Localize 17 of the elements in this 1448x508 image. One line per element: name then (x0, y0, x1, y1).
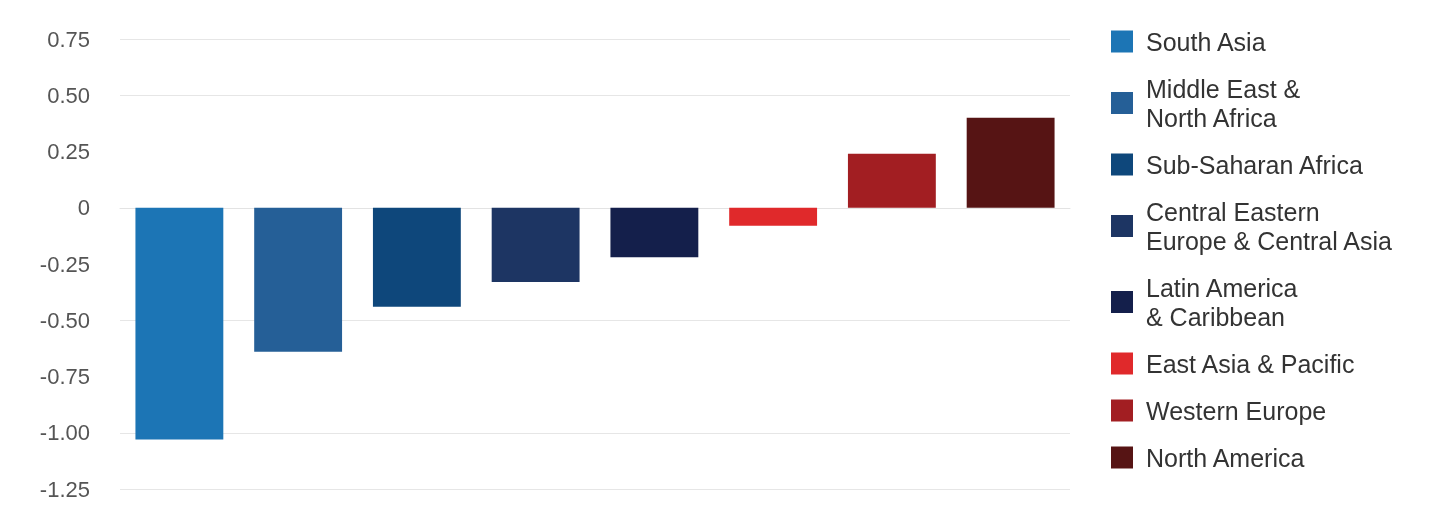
y-tick-label: -0.75 (39, 364, 90, 389)
legend-label: Latin America & Caribbean (1146, 273, 1298, 331)
text: 0.50 (47, 82, 90, 108)
y-tick-label: 0.25 (47, 139, 90, 164)
y-tick-label: 0 (77, 195, 90, 221)
legend-label: Sub-Saharan Africa (1146, 150, 1363, 179)
legend-label: Central Eastern Europe & Central Asia (1146, 197, 1393, 255)
legend-label: Middle East & North Africa (1146, 74, 1301, 132)
text: -0.50 (39, 307, 90, 333)
y-tick-label: -1.25 (39, 476, 90, 502)
legend-label: Western Europe (1146, 396, 1327, 425)
text: -1.00 (39, 420, 90, 446)
y-tick-label: 0.75 (47, 26, 90, 52)
y-tick-label: -0.25 (39, 251, 90, 277)
legend-label: East Asia & Pacific (1146, 349, 1355, 378)
legend-label: South Asia (1146, 27, 1266, 56)
legend-label: North America (1146, 443, 1305, 472)
